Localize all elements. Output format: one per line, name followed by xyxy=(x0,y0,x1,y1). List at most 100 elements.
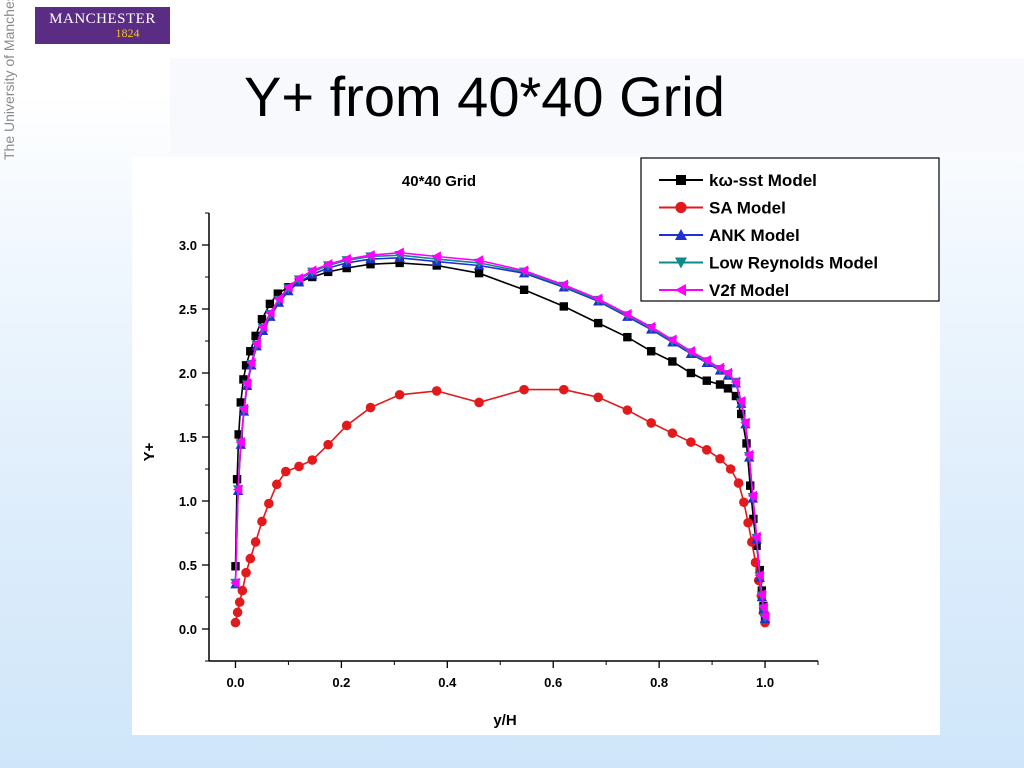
data-point xyxy=(715,453,725,464)
data-point xyxy=(702,376,711,385)
data-point xyxy=(594,318,603,328)
data-point xyxy=(365,402,376,413)
legend-label: SA Model xyxy=(709,199,786,218)
data-point xyxy=(265,307,275,319)
series-line xyxy=(234,256,766,619)
data-point xyxy=(241,378,252,389)
y-tick-label: 2.0 xyxy=(179,366,197,381)
data-point xyxy=(395,258,404,268)
data-point xyxy=(273,289,283,298)
data-point xyxy=(232,484,243,495)
data-point xyxy=(235,436,245,448)
data-point xyxy=(241,361,251,370)
data-point xyxy=(246,357,256,368)
data-point xyxy=(686,368,696,378)
data-point xyxy=(758,602,768,613)
data-point xyxy=(322,259,333,270)
data-point xyxy=(559,302,569,311)
data-point xyxy=(746,481,755,490)
university-side-text: The University of Manchester xyxy=(1,0,17,160)
data-point xyxy=(685,346,696,357)
data-point xyxy=(722,367,733,379)
data-point xyxy=(714,362,725,374)
y-tick-label: 0.0 xyxy=(179,622,197,637)
data-point xyxy=(241,567,251,578)
data-point xyxy=(283,282,293,293)
legend-entry: Low Reynolds Model xyxy=(659,254,878,273)
y-tick-label: 0.5 xyxy=(179,558,197,573)
data-point xyxy=(743,449,754,461)
data-point xyxy=(667,428,678,438)
university-logo: MANCHESTER 1824 xyxy=(35,7,170,44)
logo-year: 1824 xyxy=(115,26,140,40)
data-point xyxy=(675,284,686,296)
data-point xyxy=(686,437,696,447)
data-point xyxy=(341,420,352,431)
y-tick-label: 1.0 xyxy=(179,494,197,509)
series-2 xyxy=(230,384,770,628)
data-point xyxy=(474,397,484,408)
data-point xyxy=(701,355,711,366)
data-point xyxy=(251,338,261,349)
data-point xyxy=(593,392,604,403)
data-point xyxy=(251,331,260,341)
data-point xyxy=(622,405,633,415)
data-point xyxy=(737,409,746,419)
chart-title: 40*40 Grid xyxy=(402,173,476,190)
data-point xyxy=(739,497,749,508)
data-point xyxy=(293,273,304,284)
data-point xyxy=(731,391,741,401)
legend-label: kω-sst Model xyxy=(709,171,817,190)
data-point xyxy=(754,570,764,581)
data-point xyxy=(701,445,712,455)
data-point xyxy=(280,466,291,477)
data-point xyxy=(736,395,746,407)
x-tick-label: 0.8 xyxy=(650,675,668,690)
legend-label: Low Reynolds Model xyxy=(709,254,878,273)
data-point xyxy=(232,475,242,484)
chart-panel: 40*40 Grid 0.0 0.5 1.0 1.5 2.0 2.5 3.0 0.0 0.2 0.… xyxy=(132,157,940,735)
data-point xyxy=(559,384,569,395)
data-point xyxy=(246,347,255,356)
data-point xyxy=(257,315,267,324)
data-point xyxy=(342,263,351,273)
x-tick-label: 0.4 xyxy=(438,675,457,690)
x-axis-label: y/H xyxy=(493,712,516,729)
legend-entry: SA Model xyxy=(659,199,786,218)
data-point xyxy=(675,257,687,269)
data-point xyxy=(646,347,656,356)
legend-entry: kω-sst Model xyxy=(659,171,817,190)
data-point xyxy=(245,553,256,564)
data-point xyxy=(740,417,750,429)
data-point xyxy=(236,398,245,407)
data-point xyxy=(230,617,241,628)
data-point xyxy=(742,439,751,448)
data-point xyxy=(307,455,318,465)
y-tick-label: 2.5 xyxy=(179,302,197,317)
data-point xyxy=(323,439,333,450)
slide-title: Y+ from 40*40 Grid xyxy=(244,65,725,128)
title-band xyxy=(170,58,1024,153)
data-point xyxy=(394,247,404,258)
series-5 xyxy=(230,247,770,622)
data-point xyxy=(723,384,733,393)
chart-axes: 0.0 0.5 1.0 1.5 2.0 2.5 3.0 0.0 0.2 0.4 0.6 0.8 1.0 xyxy=(179,212,819,690)
series-line xyxy=(234,254,766,618)
x-tick-label: 0.0 xyxy=(226,675,244,690)
data-point xyxy=(676,175,686,185)
data-point xyxy=(519,384,529,395)
data-point xyxy=(473,255,484,266)
data-point xyxy=(519,285,529,294)
data-point xyxy=(622,308,632,320)
data-point xyxy=(749,514,758,524)
series-4 xyxy=(230,251,771,623)
data-point xyxy=(271,479,282,490)
data-point xyxy=(232,607,243,618)
x-tick-label: 0.6 xyxy=(544,675,562,690)
chart-legend: kω-sst Model SA Model ANK Model Low Reynold… xyxy=(640,157,940,302)
data-point xyxy=(558,279,569,290)
logo-name: MANCHESTER xyxy=(49,11,156,27)
data-point xyxy=(238,403,249,415)
data-point xyxy=(645,321,656,333)
data-point xyxy=(230,577,240,589)
